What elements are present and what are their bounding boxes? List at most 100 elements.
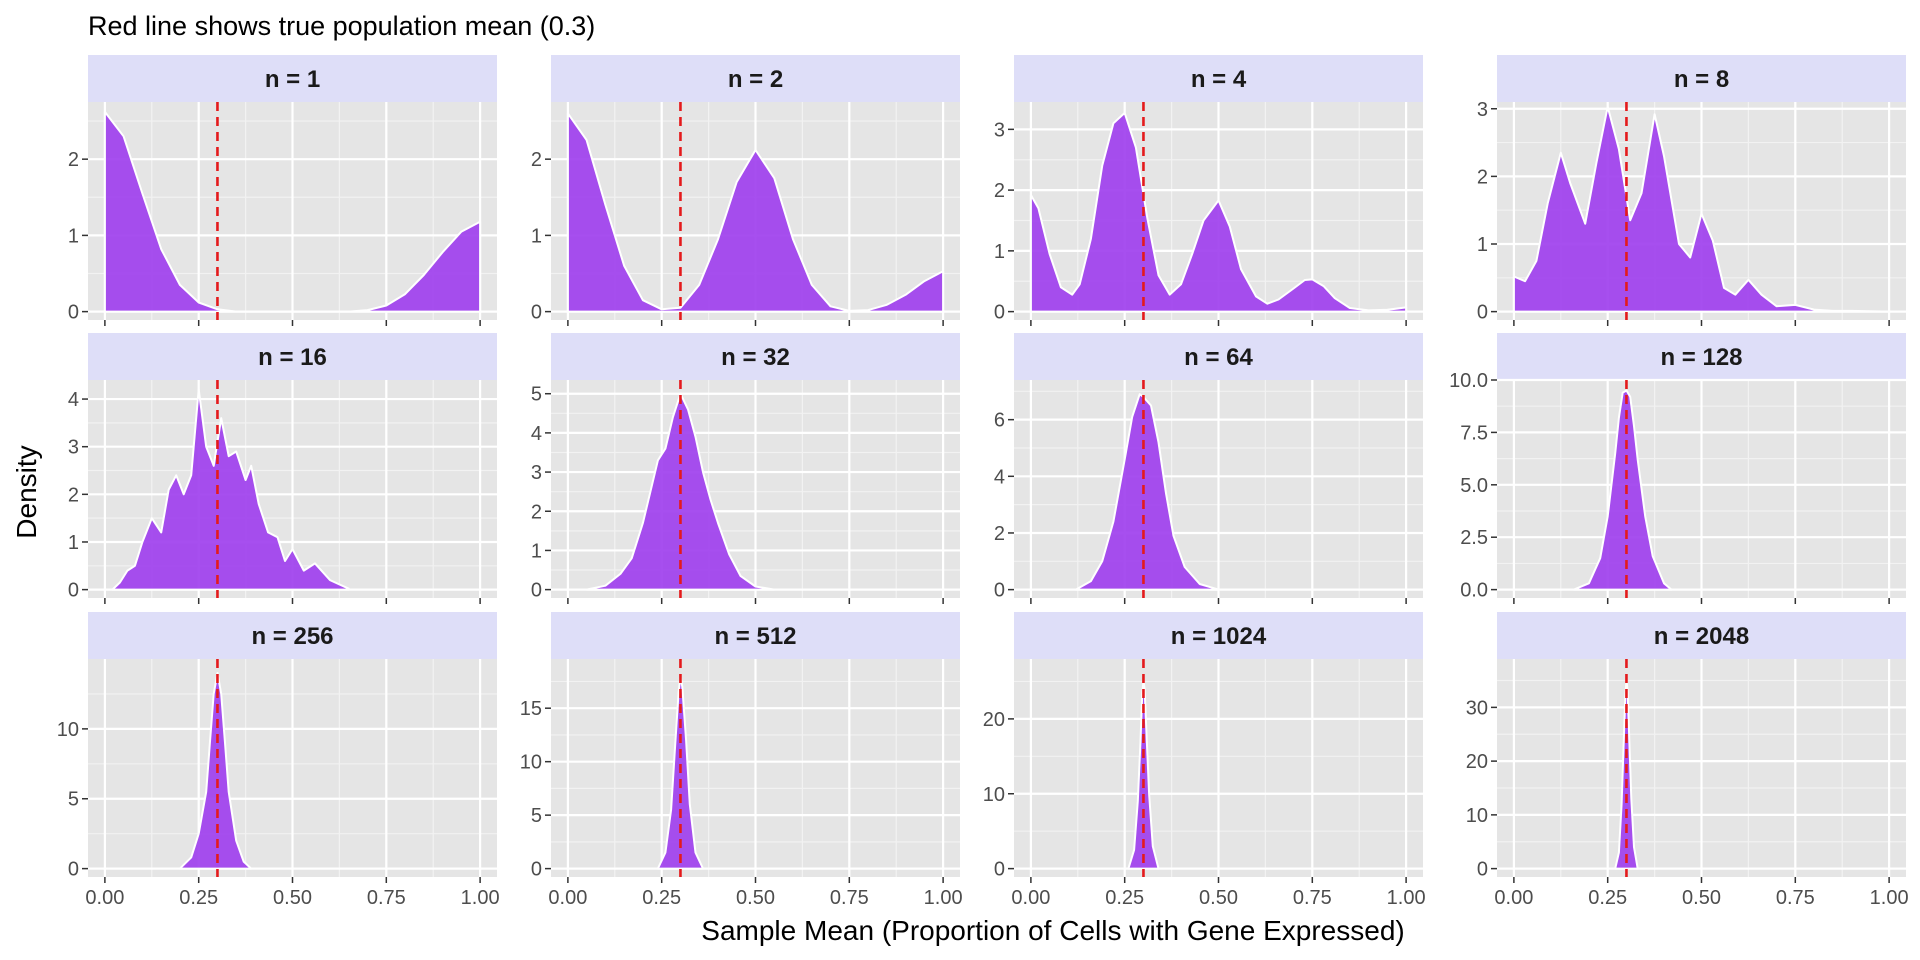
facet-strip <box>1497 612 1906 659</box>
density-area <box>111 388 350 591</box>
density-area <box>103 110 482 313</box>
x-tick-label: 0.75 <box>1293 887 1332 909</box>
y-tick-label: 4 <box>68 389 79 411</box>
facet-panel: n = 512 0 5 10 15 0.00 0.25 0.50 0.75 1.00 <box>520 612 963 909</box>
facet-strip-label: n = 32 <box>721 344 790 371</box>
y-tick-label: 0 <box>994 302 1005 324</box>
facet-panel: n = 1024 0 10 20 0.00 0.25 0.50 0.75 1.00 <box>983 612 1426 909</box>
facet-panel: n = 4 0 1 2 3 <box>994 55 1423 326</box>
y-tick-label: 4 <box>994 466 1005 488</box>
y-tick-label: 2 <box>68 484 79 506</box>
facet-strip-label: n = 512 <box>714 623 796 650</box>
facet-panel: n = 256 0 5 10 0.00 0.25 0.50 0.75 1.00 <box>57 612 500 909</box>
x-tick-label: 0.00 <box>1011 887 1050 909</box>
y-tick-label: 0 <box>994 580 1005 602</box>
y-tick-label: 0 <box>68 580 79 602</box>
facet-strip <box>88 612 497 659</box>
y-tick-label: 20 <box>983 709 1005 731</box>
y-tick-label: 0.0 <box>1460 580 1488 602</box>
y-tick-label: 1 <box>531 225 542 247</box>
y-tick-label: 10 <box>1466 805 1488 827</box>
facet-strip <box>1014 612 1423 659</box>
y-tick-label: 1 <box>68 532 79 554</box>
facet-strip <box>1014 55 1423 102</box>
x-tick-label: 0.25 <box>1588 887 1627 909</box>
y-tick-label: 3 <box>1477 99 1488 121</box>
density-area <box>1572 389 1673 591</box>
y-tick-label: 0 <box>531 859 542 881</box>
x-tick-label: 0.75 <box>367 887 406 909</box>
x-tick-label: 0.25 <box>642 887 681 909</box>
y-tick-label: 5 <box>68 789 79 811</box>
facet-panel: n = 64 0 2 4 6 <box>994 333 1423 604</box>
density-area <box>178 672 253 870</box>
x-tick-label: 0.50 <box>273 887 312 909</box>
y-tick-label: 5 <box>531 384 542 406</box>
y-tick-label: 2 <box>1477 166 1488 188</box>
y-tick-label: 4 <box>531 423 542 445</box>
facet-strip-label: n = 256 <box>251 623 333 650</box>
x-tick-label: 0.50 <box>736 887 775 909</box>
density-area <box>1614 679 1639 870</box>
density-area <box>1127 680 1160 870</box>
facet-panel: n = 2048 0 10 20 30 0.00 0.25 0.50 0.75 1.00 <box>1466 612 1909 909</box>
facet-strip <box>551 55 960 102</box>
y-tick-label: 6 <box>994 410 1005 432</box>
density-area <box>1512 105 1891 313</box>
y-axis-title: Density <box>11 445 42 538</box>
y-tick-label: 5.0 <box>1460 475 1488 497</box>
y-tick-label: 20 <box>1466 751 1488 773</box>
y-tick-label: 2 <box>68 149 79 171</box>
x-tick-label: 0.00 <box>85 887 124 909</box>
x-tick-label: 0.25 <box>1105 887 1144 909</box>
density-area <box>1074 393 1220 591</box>
facet-strip-label: n = 2048 <box>1654 623 1749 650</box>
y-tick-label: 30 <box>1466 697 1488 719</box>
x-tick-label: 0.25 <box>179 887 218 909</box>
y-tick-label: 5 <box>531 805 542 827</box>
density-area <box>1029 111 1408 313</box>
y-tick-label: 0 <box>1477 302 1488 324</box>
x-tick-label: 0.75 <box>1776 887 1815 909</box>
facet-strip-label: n = 16 <box>258 344 327 371</box>
y-tick-label: 1 <box>1477 234 1488 256</box>
y-tick-label: 2.5 <box>1460 527 1488 549</box>
facet-strip <box>1014 333 1423 380</box>
facet-strip-label: n = 64 <box>1184 344 1253 371</box>
facet-panel: n = 1 0 1 2 <box>68 55 497 326</box>
y-tick-label: 10 <box>520 752 542 774</box>
y-tick-label: 2 <box>531 501 542 523</box>
facet-strip-label: n = 1024 <box>1171 623 1267 650</box>
y-tick-label: 3 <box>531 462 542 484</box>
y-tick-label: 0 <box>994 859 1005 881</box>
facet-strip-label: n = 2 <box>728 66 783 93</box>
y-tick-label: 2 <box>994 523 1005 545</box>
x-tick-label: 1.00 <box>1387 887 1426 909</box>
facet-strip <box>551 333 960 380</box>
facet-strip <box>88 333 497 380</box>
x-tick-label: 0.50 <box>1199 887 1238 909</box>
y-tick-label: 10.0 <box>1449 370 1488 392</box>
y-tick-label: 0 <box>1477 859 1488 881</box>
facet-panel: n = 128 0.0 2.5 5.0 7.5 10.0 <box>1449 333 1906 604</box>
y-tick-label: 1 <box>531 540 542 562</box>
y-tick-label: 1 <box>994 241 1005 263</box>
x-tick-label: 1.00 <box>924 887 963 909</box>
y-tick-label: 3 <box>994 119 1005 141</box>
y-tick-label: 3 <box>68 437 79 459</box>
y-tick-label: 0 <box>531 302 542 324</box>
x-tick-label: 1.00 <box>1870 887 1909 909</box>
facet-panel: n = 8 0 1 2 3 <box>1477 55 1906 326</box>
y-tick-label: 0 <box>531 580 542 602</box>
facet-strip <box>551 612 960 659</box>
facet-strip <box>1497 333 1906 380</box>
facet-strip-label: n = 8 <box>1674 66 1729 93</box>
y-tick-label: 0 <box>68 859 79 881</box>
facet-strip <box>1497 55 1906 102</box>
facet-panel: n = 32 0 1 2 3 4 5 <box>531 333 960 604</box>
x-tick-label: 0.00 <box>1494 887 1533 909</box>
x-tick-label: 0.00 <box>548 887 587 909</box>
